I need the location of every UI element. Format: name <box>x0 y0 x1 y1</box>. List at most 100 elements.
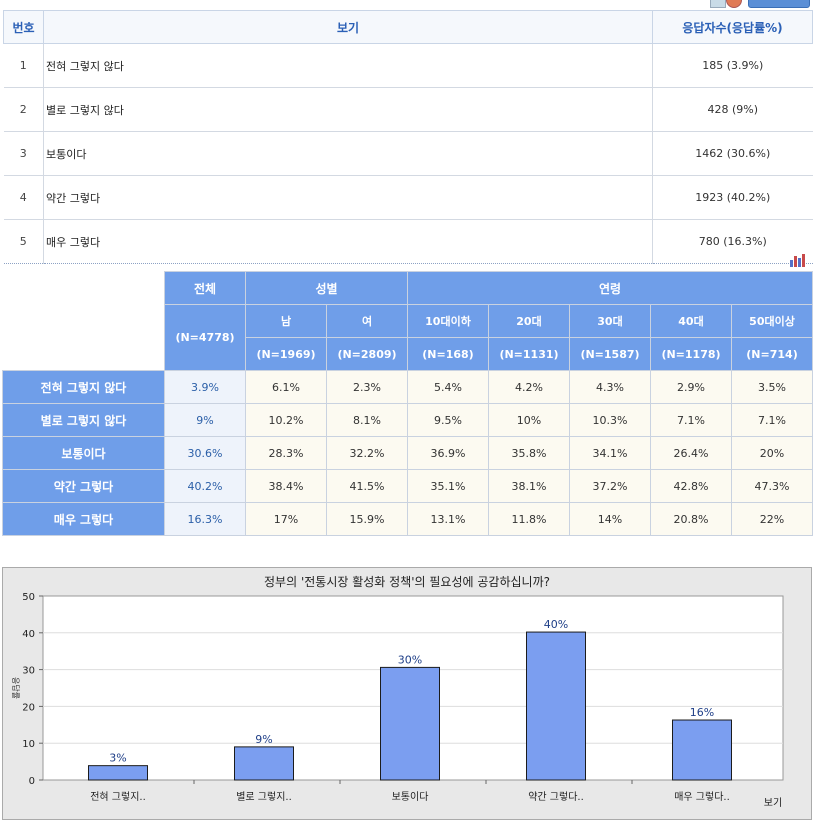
row-count: 185 (3.9%) <box>652 43 813 88</box>
col-header-count: 응답자수(응답률%) <box>652 10 813 44</box>
cell-value: 26.4% <box>650 436 732 470</box>
bar-chart-icon[interactable] <box>790 254 806 267</box>
cell-value: 5.4% <box>407 370 489 404</box>
cell-value: 11.8% <box>488 502 570 536</box>
col-label: 40대 <box>650 304 732 338</box>
y-tick-label: 0 <box>29 776 35 787</box>
col-n: (N=714) <box>730 337 814 371</box>
cell-value: 9.5% <box>407 403 489 437</box>
cell-value: 37.2% <box>569 469 651 503</box>
top-toolbar <box>706 0 818 8</box>
cell-value: 6.1% <box>245 370 327 404</box>
cell-value: 42.8% <box>650 469 732 503</box>
row-count: 1923 (40.2%) <box>652 175 813 220</box>
row-no: 3 <box>3 131 44 176</box>
row-label: 약간 그렇다 <box>2 469 165 503</box>
row-option: 별로 그렇지 않다 <box>43 87 653 132</box>
bar-value-label: 9% <box>255 733 272 746</box>
col-header-option: 보기 <box>43 10 653 44</box>
cell-value: 32.2% <box>326 436 408 470</box>
cell-value: 8.1% <box>326 403 408 437</box>
row-label: 보통이다 <box>2 436 165 470</box>
row-count: 1462 (30.6%) <box>652 131 813 176</box>
y-tick-label: 20 <box>22 702 35 713</box>
y-axis-title: 응답률 <box>11 677 21 699</box>
total-value: 16.3% <box>164 502 246 536</box>
cell-value: 15.9% <box>326 502 408 536</box>
table-row: 2 별로 그렇지 않다 428 (9%) <box>3 87 813 132</box>
group-age: 연령 <box>406 271 814 305</box>
row-option: 보통이다 <box>43 131 653 176</box>
top-action-button[interactable] <box>748 0 810 8</box>
table-row: 5 매우 그렇다 780 (16.3%) <box>3 219 813 264</box>
cell-value: 13.1% <box>407 502 489 536</box>
x-tick-label: 약간 그렇다.. <box>528 790 584 803</box>
row-no: 2 <box>3 87 44 132</box>
col-label: 여 <box>326 304 408 338</box>
corner-cell <box>2 271 165 371</box>
x-tick-label: 별로 그렇지.. <box>236 790 292 803</box>
row-label: 매우 그렇다 <box>2 502 165 536</box>
table-row: 약간 그렇다 40.2% 38.4% 41.5% 35.1% 38.1% 37.… <box>2 469 814 503</box>
total-value: 3.9% <box>164 370 246 404</box>
table-row: 3 보통이다 1462 (30.6%) <box>3 131 813 176</box>
col-label: 50대이상 <box>730 304 814 338</box>
table-row: 매우 그렇다 16.3% 17% 15.9% 13.1% 11.8% 14% 2… <box>2 502 814 536</box>
group-gender: 성별 <box>245 271 408 305</box>
cell-value: 10.2% <box>245 403 327 437</box>
bar-value-label: 16% <box>690 706 714 719</box>
cell-value: 47.3% <box>730 469 814 503</box>
y-tick-label: 10 <box>22 739 35 750</box>
question-table: 번호 보기 응답자수(응답률%) 1 전혀 그렇지 않다 185 (3.9%) … <box>3 10 813 264</box>
cell-value: 4.3% <box>569 370 651 404</box>
row-option: 약간 그렇다 <box>43 175 653 220</box>
col-n: (N=1131) <box>488 337 570 371</box>
response-chart: 정부의 '전통시장 활성화 정책'의 필요성에 공감하십니까? 0 10 20 30 4… <box>2 567 812 820</box>
table-row: 전혀 그렇지 않다 3.9% 6.1% 2.3% 5.4% 4.2% 4.3% … <box>2 370 814 404</box>
row-count: 780 (16.3%) <box>652 219 813 264</box>
total-n: (N=4778) <box>164 304 246 371</box>
cell-value: 20% <box>730 436 814 470</box>
y-tick-label: 40 <box>22 629 35 640</box>
x-tick-label: 보통이다 <box>392 791 429 803</box>
col-n: (N=1178) <box>650 337 732 371</box>
bar-value-label: 30% <box>398 653 422 666</box>
col-n: (N=1969) <box>245 337 327 371</box>
col-label: 남 <box>245 304 327 338</box>
cell-value: 4.2% <box>488 370 570 404</box>
cell-value: 7.1% <box>650 403 732 437</box>
pie-chart-icon[interactable] <box>726 0 742 8</box>
table-row: 1 전혀 그렇지 않다 185 (3.9%) <box>3 43 813 88</box>
cell-value: 10.3% <box>569 403 651 437</box>
row-label: 별로 그렇지 않다 <box>2 403 165 437</box>
cell-value: 35.8% <box>488 436 570 470</box>
total-value: 30.6% <box>164 436 246 470</box>
table-row: 별로 그렇지 않다 9% 10.2% 8.1% 9.5% 10% 10.3% 7… <box>2 403 814 437</box>
cross-table: 전체 성별 연령 (N=4778) 남 여 10대이하 20대 30대 40대 … <box>2 271 814 536</box>
bar-chart-svg: 정부의 '전통시장 활성화 정책'의 필요성에 공감하십니까? 0 10 20 30 4… <box>11 574 784 809</box>
row-option: 매우 그렇다 <box>43 219 653 264</box>
cell-value: 38.1% <box>488 469 570 503</box>
total-value: 40.2% <box>164 469 246 503</box>
bar <box>672 719 732 781</box>
x-tick-label: 매우 그렇다.. <box>674 790 730 803</box>
cell-value: 2.3% <box>326 370 408 404</box>
row-no: 4 <box>3 175 44 220</box>
cell-value: 35.1% <box>407 469 489 503</box>
chart-title: 정부의 '전통시장 활성화 정책'의 필요성에 공감하십니까? <box>264 574 550 589</box>
col-label: 30대 <box>569 304 651 338</box>
bar <box>234 746 294 781</box>
bar <box>88 765 148 781</box>
cell-value: 7.1% <box>730 403 814 437</box>
col-label: 20대 <box>488 304 570 338</box>
row-no: 5 <box>3 219 44 264</box>
col-label: 10대이하 <box>407 304 489 338</box>
table-icon[interactable] <box>710 0 726 8</box>
table-row: 4 약간 그렇다 1923 (40.2%) <box>3 175 813 220</box>
y-tick-label: 30 <box>22 666 35 677</box>
cell-value: 34.1% <box>569 436 651 470</box>
row-label: 전혀 그렇지 않다 <box>2 370 165 404</box>
cell-value: 38.4% <box>245 469 327 503</box>
col-header-no: 번호 <box>3 10 44 44</box>
cell-value: 3.5% <box>730 370 814 404</box>
